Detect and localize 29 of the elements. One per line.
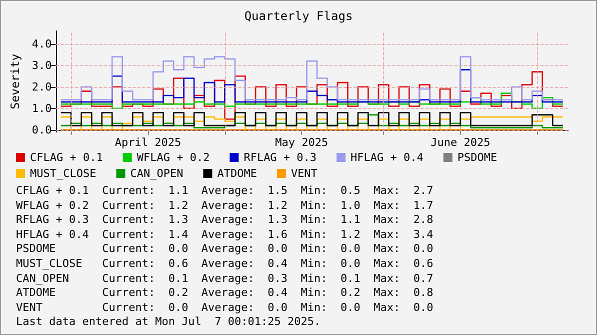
legend-label: RFLAG + 0.3 (244, 151, 317, 164)
legend-label: PSDOME (457, 151, 498, 164)
y-tick-label: 1.0 (32, 102, 52, 115)
y-tick-label: 0.0 (32, 123, 52, 136)
legend-label: CAN_OPEN (130, 167, 184, 180)
legend-label: VENT (290, 167, 318, 180)
text: CAN_OPEN Current: 0.1 Average: 0.3 Min: 0.1 Max: 0.7 (16, 272, 434, 286)
text: HFLAG + 0.4 Current: 1.4 Average: 1.6 Min: 1.2 Max: 3.4 (16, 228, 434, 242)
text: CFLAG + 0.1 Current: 1.1 Average: 1.5 Min: 0.5 Max: 2.7 (16, 184, 434, 199)
x-tick-label: June 2025 (430, 136, 490, 149)
x-tick-label: April 2025 (114, 136, 182, 149)
x-tick-label: May 2025 (275, 136, 328, 149)
y-axis-title: Severity (8, 54, 22, 110)
text: RFLAG + 0.3 Current: 1.3 Average: 1.3 Min: 1.1 Max: 2.8 (16, 213, 434, 228)
text: Last data entered at Mon Jul 7 00:01:25 2025. (16, 315, 322, 330)
legend-label: CFLAG + 0.1 (30, 151, 103, 164)
legend-label: ATDOME (217, 167, 257, 180)
text: ATDOME Current: 0.2 Average: 0.4 Min: 0.2 Max: 0.8 (16, 286, 434, 301)
text: WFLAG + 0.2 Current: 1.2 Average: 1.2 Min: 1.0 Max: 1.7 (16, 198, 434, 214)
y-tick-label: 2.0 (32, 80, 52, 94)
text: PSDOME Current: 0.0 Average: 0.0 Min: 0.0 Max: 0.0 (16, 242, 434, 257)
text: MUST_CLOSE Current: 0.6 Average: 0.4 Min: 0.0 Max: 0.6 (16, 256, 434, 272)
legend-label: HFLAG + 0.4 (350, 151, 424, 164)
text: VENT Current: 0.0 Average: 0.0 Min: 0.0 Max: 0.0 (16, 300, 434, 316)
y-tick-label: 4.0 (32, 37, 52, 50)
y-tick-label: 3.0 (32, 58, 52, 72)
legend-label: WFLAG + 0.2 (136, 151, 210, 164)
chart-title: Quarterly Flags (244, 9, 353, 23)
legend-label: MUST_CLOSE (30, 167, 96, 180)
